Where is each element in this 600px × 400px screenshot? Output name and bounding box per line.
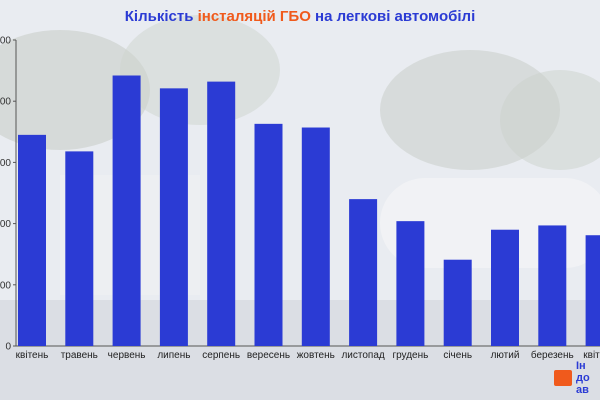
bar-5 [207,81,236,346]
bar-9 [396,221,425,346]
x-category-label: квітень [16,350,49,361]
brand-logo: Ін до ав [548,358,600,400]
y-tick-label: 0 [5,342,11,353]
x-category-label: листопад [341,350,384,361]
y-tick-label: 300 [0,158,11,169]
logo-line-1: Ін [576,360,586,372]
bar-4 [159,88,188,347]
y-tick-label: 200 [0,219,11,230]
x-category-label: червень [108,350,146,361]
bar-12 [538,225,567,346]
logo-line-3: ав [576,384,589,396]
bar-2 [65,151,94,346]
logo-line-2: до [576,372,590,384]
bar-13 [585,235,600,346]
x-category-label: вересень [247,350,290,361]
x-category-label: березень [531,349,574,361]
bar-10 [443,259,472,346]
x-category-label: жовтень [297,350,335,361]
logo-mark-icon [554,370,572,386]
chart-title-part1: Кількість [124,8,198,25]
bar-11 [491,229,519,346]
bar-8 [349,199,378,346]
x-category-label: грудень [392,350,428,361]
x-category-label: квітень [583,350,600,361]
chart-title: Кількість інсталяцій ГБО на легкові авто… [0,8,600,25]
bar-6 [254,123,283,347]
y-tick-label: 500 [0,36,11,47]
x-category-label: серпень [202,350,240,361]
y-tick-label: 100 [0,280,11,291]
bar-1 [18,134,46,346]
bar-3 [112,75,141,346]
y-tick-label: 400 [0,97,11,108]
chart-title-part3: на легкові автомобілі [310,8,476,25]
logo-text: Ін до ав [576,360,590,396]
x-category-label: лютий [491,350,520,361]
bar-7 [301,127,330,347]
x-category-label: травень [61,350,98,361]
x-category-label: січень [443,350,472,361]
chart-title-accent: інсталяцій ГБО [197,8,311,25]
x-category-label: липень [157,350,190,361]
